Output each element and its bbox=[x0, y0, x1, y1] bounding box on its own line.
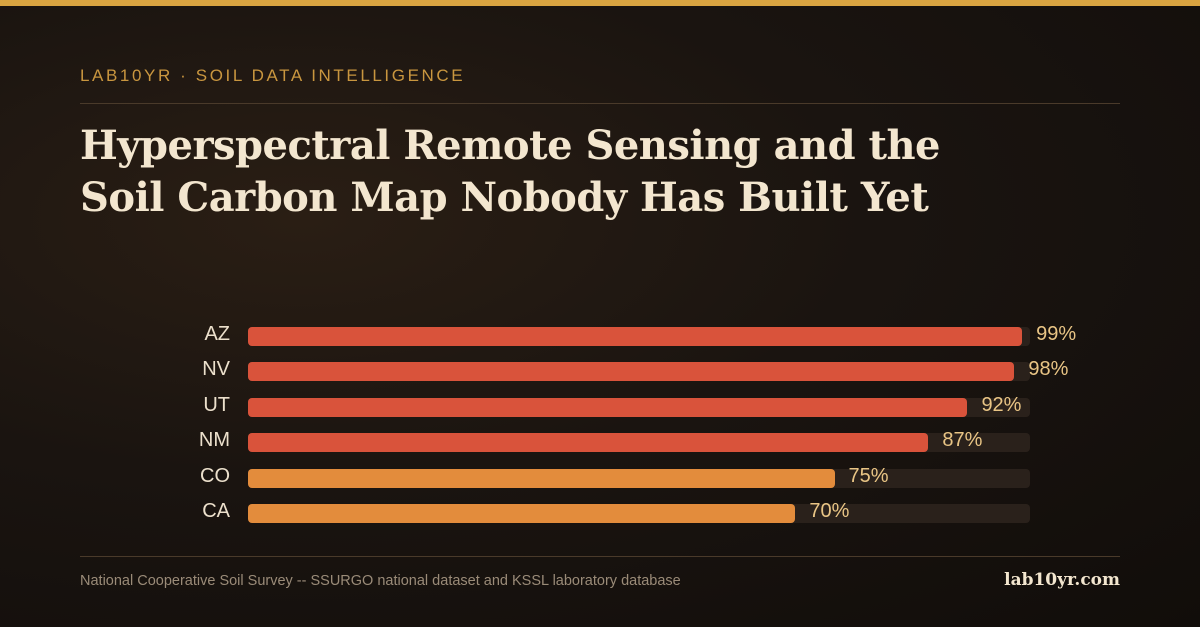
category-label: UT bbox=[203, 393, 230, 416]
header-divider bbox=[80, 103, 1120, 104]
bar bbox=[248, 362, 1015, 382]
bar-row-nv: NV 98% bbox=[0, 353, 1200, 388]
bar bbox=[248, 327, 1023, 346]
data-label: 87% bbox=[942, 429, 983, 452]
data-label: 92% bbox=[981, 393, 1022, 416]
bar bbox=[248, 433, 929, 453]
data-label: 70% bbox=[809, 500, 850, 522]
bar bbox=[248, 504, 796, 523]
category-label: NV bbox=[202, 358, 230, 381]
bar-row-co: CO 75% bbox=[0, 460, 1200, 495]
page-title: Hyperspectral Remote Sensing and the Soi… bbox=[80, 122, 940, 221]
category-label: NM bbox=[198, 429, 230, 452]
bar-chart: AZ 99% NV 98% UT 92% NM 87% CO 75% CA 70% bbox=[0, 318, 1200, 538]
source-note: National Cooperative Soil Survey -- SSUR… bbox=[80, 573, 681, 589]
bar bbox=[248, 468, 835, 488]
kicker: LAB10YR · SOIL DATA INTELLIGENCE bbox=[80, 66, 466, 85]
bar-row-ca: CA 70% bbox=[0, 495, 1200, 530]
top-accent-rule bbox=[0, 0, 1200, 6]
footer-divider bbox=[80, 556, 1120, 557]
bar-row-az: AZ 99% bbox=[0, 318, 1200, 353]
brand-url[interactable]: lab10yr.com bbox=[1004, 570, 1120, 590]
bar-row-ut: UT 92% bbox=[0, 389, 1200, 424]
category-label: CO bbox=[200, 464, 230, 487]
data-label: 98% bbox=[1028, 358, 1069, 381]
category-label: AZ bbox=[204, 323, 230, 345]
data-label: 99% bbox=[1036, 323, 1077, 345]
bar-row-nm: NM 87% bbox=[0, 424, 1200, 459]
bar bbox=[248, 397, 968, 417]
category-label: CA bbox=[202, 500, 230, 522]
data-label: 75% bbox=[848, 464, 889, 487]
